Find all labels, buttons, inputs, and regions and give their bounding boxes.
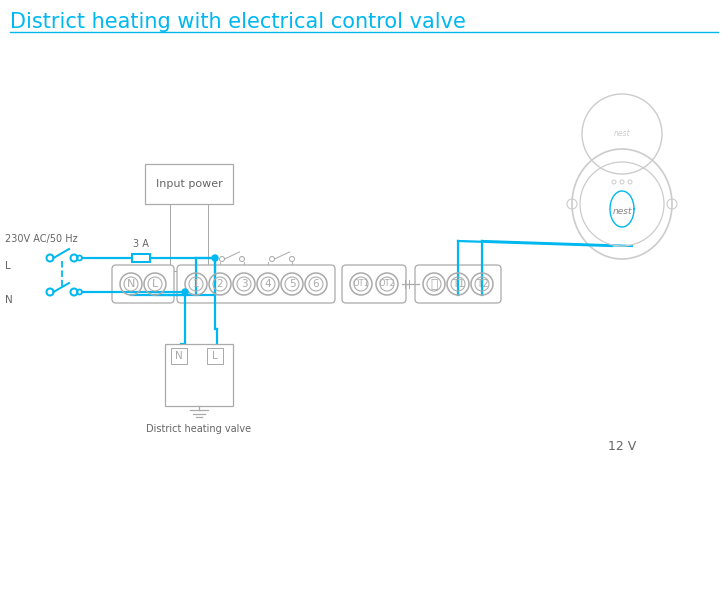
FancyBboxPatch shape [165, 344, 233, 406]
Text: District heating with electrical control valve: District heating with electrical control… [10, 12, 466, 32]
Text: L: L [152, 279, 158, 289]
Text: OT2: OT2 [379, 280, 395, 289]
Circle shape [182, 289, 188, 295]
Text: District heating valve: District heating valve [146, 424, 252, 434]
Text: T2: T2 [475, 279, 488, 289]
Text: L: L [212, 351, 218, 361]
Text: nest: nest [612, 207, 632, 216]
Text: 3 A: 3 A [133, 239, 149, 249]
FancyBboxPatch shape [132, 254, 150, 262]
Text: T1: T1 [451, 279, 464, 289]
FancyBboxPatch shape [145, 164, 233, 204]
FancyBboxPatch shape [415, 265, 501, 303]
Text: nest: nest [614, 129, 630, 138]
Text: 4: 4 [265, 279, 272, 289]
Text: 12 V: 12 V [608, 440, 636, 453]
Text: ⏚: ⏚ [430, 277, 438, 290]
Text: 5: 5 [289, 279, 296, 289]
Text: OT1: OT1 [352, 280, 369, 289]
FancyBboxPatch shape [342, 265, 406, 303]
Text: 6: 6 [313, 279, 320, 289]
Text: 2: 2 [217, 279, 223, 289]
Text: 1: 1 [193, 279, 199, 289]
Text: Input power: Input power [156, 179, 222, 189]
Text: L: L [5, 261, 11, 271]
Text: N: N [175, 351, 183, 361]
FancyBboxPatch shape [207, 348, 223, 364]
FancyBboxPatch shape [177, 265, 335, 303]
Text: 230V AC/50 Hz: 230V AC/50 Hz [5, 234, 78, 244]
FancyBboxPatch shape [112, 265, 174, 303]
FancyBboxPatch shape [171, 348, 187, 364]
Text: 3: 3 [241, 279, 248, 289]
Circle shape [212, 255, 218, 261]
Text: N: N [5, 295, 13, 305]
Text: N: N [127, 279, 135, 289]
